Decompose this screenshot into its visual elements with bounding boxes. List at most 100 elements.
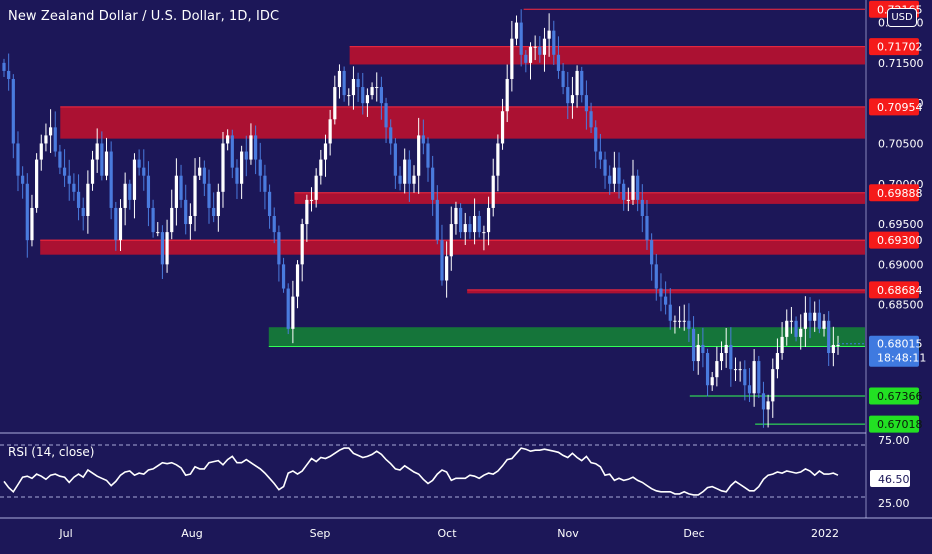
candle-body [617, 167, 621, 184]
rsi-indicator-label[interactable]: RSI (14, close) [8, 445, 95, 459]
current-price-tag [869, 335, 919, 367]
time-tick-label: Dec [683, 527, 704, 540]
rsi-level-low-label: 25.00 [878, 497, 910, 510]
rsi-value-tag [870, 470, 910, 487]
candle-body [566, 87, 570, 104]
chart-title: New Zealand Dollar / U.S. Dollar, 1D, ID… [8, 9, 280, 24]
candle-body [556, 54, 561, 71]
candle-body [62, 167, 67, 176]
candle-body [594, 127, 598, 152]
candle-body [253, 135, 258, 160]
candle-body [361, 87, 365, 104]
resistance-price-tag [869, 281, 919, 299]
candle-body [789, 320, 794, 322]
candle-body [123, 183, 127, 208]
candle-body [561, 70, 565, 88]
candle-body [44, 135, 48, 144]
candle-body [668, 304, 672, 321]
candle-body [659, 288, 663, 297]
candle-body [146, 175, 151, 208]
candle-body [132, 159, 137, 200]
candle-body [389, 127, 393, 144]
candle-body [738, 369, 742, 371]
price-axis: 0.720000.715000.710000.705000.700000.695… [878, 17, 924, 312]
candle-body [831, 344, 835, 354]
candle-body [640, 199, 644, 216]
resistance-zone [294, 192, 865, 204]
candle-body [35, 159, 39, 208]
candle-body [431, 167, 435, 200]
candle-body [286, 288, 290, 329]
candle-body [808, 312, 812, 321]
candle-body [39, 143, 43, 160]
current-price-label: 0.68015 [877, 338, 923, 351]
time-tick-label: Aug [181, 527, 202, 540]
candle-body [435, 199, 439, 241]
candle-body [53, 127, 57, 152]
candle-body [757, 361, 761, 394]
candle-body [328, 119, 332, 144]
candle-body [482, 232, 486, 234]
candle-body [426, 143, 430, 168]
candle-body [305, 199, 309, 225]
currency-selector[interactable]: USD [887, 8, 917, 27]
candle-body [114, 207, 118, 241]
price-tick-label: 0.69500 [878, 218, 924, 231]
candle-body [575, 70, 579, 96]
candle-body [142, 167, 146, 176]
candle-body [421, 135, 425, 144]
candle-body [165, 232, 169, 265]
candle-body [710, 377, 714, 386]
candle-body [48, 127, 53, 136]
candle-body [491, 175, 495, 208]
candle-body [827, 320, 831, 354]
candle-body [552, 30, 556, 55]
candle-body [514, 22, 519, 39]
candle-body [21, 175, 25, 184]
candle-body [230, 135, 234, 168]
candle-body [803, 312, 807, 329]
candle-body [207, 183, 211, 208]
candle-body [174, 175, 178, 208]
candle-body [202, 167, 206, 184]
candle-body [445, 256, 449, 281]
resistance-price-tag-label: 0.71702 [877, 41, 923, 54]
candle-body [198, 167, 202, 176]
candle-body [356, 78, 360, 88]
candle-body [25, 183, 29, 241]
candle-body [160, 232, 165, 265]
candle-body [794, 320, 798, 337]
candle-body [156, 232, 160, 234]
candle-body [104, 151, 109, 176]
candle-body [72, 183, 76, 192]
candle-body [7, 70, 11, 79]
candle-body [775, 353, 780, 370]
candle-body [379, 87, 383, 104]
candle-body [398, 175, 402, 184]
candle-body [393, 143, 397, 176]
candle-body [128, 183, 132, 200]
time-tick-label: Sep [310, 527, 331, 540]
candle-body [496, 143, 500, 176]
candle-body [370, 87, 374, 96]
resistance-price-tag [869, 184, 919, 202]
candle-body [645, 216, 649, 241]
candle-body [240, 151, 244, 184]
candle-body [584, 95, 589, 112]
candle-body [636, 175, 640, 200]
candle-body [459, 207, 463, 233]
candle-body [258, 159, 262, 176]
candle-body [673, 320, 677, 322]
candle-body [81, 207, 85, 216]
candle-body [477, 216, 481, 233]
candle-body [724, 344, 728, 354]
candle-body [771, 369, 775, 402]
candle-body [538, 46, 542, 55]
candle-body [440, 240, 444, 281]
candle-body [589, 111, 593, 128]
candle-body [463, 224, 467, 233]
candle-body [295, 264, 300, 297]
candle-body [580, 70, 584, 96]
candle-body [687, 320, 691, 329]
